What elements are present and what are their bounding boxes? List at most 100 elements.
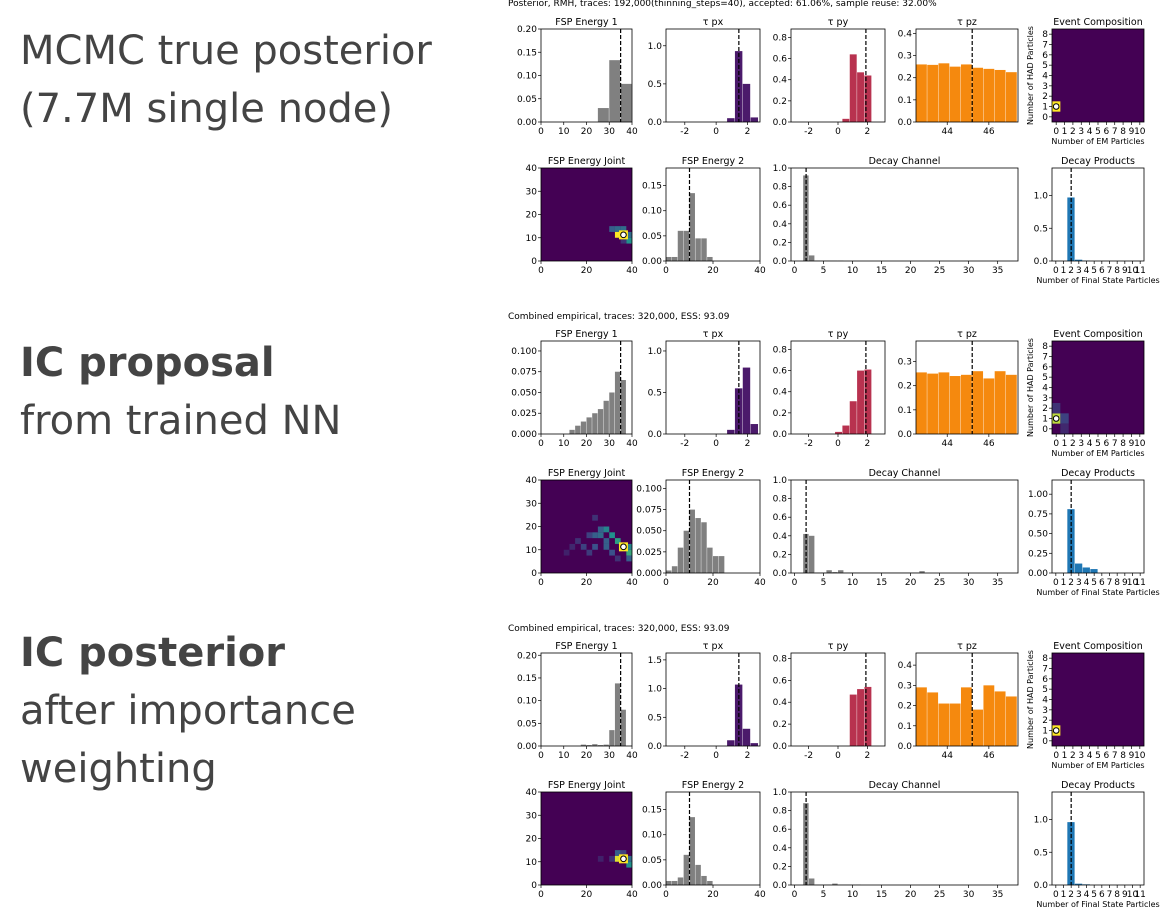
y-tick-label: 0.0 — [648, 430, 663, 440]
x-tick-label: 7 — [1112, 439, 1118, 449]
y-tick-label: 0.4 — [773, 220, 788, 230]
y-tick-label: 0.20 — [517, 651, 537, 661]
panel-title: FSP Energy 2 — [682, 156, 744, 167]
y-tick-label: 1.0 — [773, 476, 788, 486]
histogram-bar — [808, 878, 815, 885]
x-tick-label: 25 — [934, 578, 945, 588]
histogram-bar — [750, 117, 759, 122]
x-tick-label: 5 — [821, 578, 827, 588]
y-tick-label: 0.10 — [517, 72, 537, 82]
panel-title: τ py — [828, 17, 849, 28]
x-tick-label: 5 — [1095, 751, 1101, 761]
x-axis-label: Number of Final State Particles — [1036, 276, 1159, 285]
axes-frame — [790, 791, 1019, 886]
x-tick-label: 35 — [992, 890, 1003, 900]
panel-title: τ px — [703, 329, 724, 340]
histogram-bar — [938, 372, 950, 434]
x-tick-label: 2 — [745, 439, 751, 449]
histogram-bar — [742, 728, 751, 746]
panel-title: τ px — [703, 641, 724, 652]
x-tick-label: 0 — [538, 751, 544, 761]
x-tick-label: 0 — [835, 751, 841, 761]
x-tick-label: 20 — [905, 890, 917, 900]
y-tick-label: 0.2 — [898, 74, 912, 84]
y-tick-label: 1.0 — [648, 347, 663, 357]
histogram-bar — [586, 417, 592, 434]
y-tick-label: 0.05 — [642, 232, 662, 242]
histogram-bar — [994, 691, 1006, 746]
heatmap-cell — [609, 855, 615, 862]
heatmap-cell — [592, 532, 598, 539]
x-tick-label: 46 — [983, 127, 995, 137]
y-tick-label: 0.025 — [636, 548, 662, 558]
y-axis-label: Number of HAD Particles — [1026, 650, 1035, 749]
histogram-bar — [609, 392, 615, 434]
x-tick-label: 0 — [1053, 127, 1059, 137]
heatmap-background — [1052, 29, 1144, 122]
y-tick-label: 0.8 — [773, 807, 788, 817]
histogram-bar — [1005, 72, 1017, 122]
x-tick-label: -2 — [680, 751, 689, 761]
row-label-line: after importance — [20, 688, 356, 734]
x-tick-label: 9 — [1122, 890, 1128, 900]
y-tick-label: 1.0 — [648, 685, 663, 695]
y-tick-label: 8 — [1042, 654, 1048, 664]
x-tick-label: 10 — [1127, 890, 1139, 900]
axes-frame — [915, 340, 1019, 435]
y-tick-label: 0.00 — [517, 742, 537, 752]
histogram-bar — [586, 745, 592, 746]
y-tick-label: 0.4 — [898, 661, 913, 671]
histogram-bar — [803, 803, 809, 885]
y-tick-label: 0.5 — [648, 388, 662, 398]
histogram-bar — [689, 817, 695, 885]
figure-caption: Posterior, RMH, traces: 192,000(thinning… — [508, 0, 937, 9]
row-label-line: weighting — [20, 746, 217, 792]
row-label-line: (7.7M single node) — [20, 86, 394, 132]
x-tick-label: 0 — [1053, 751, 1059, 761]
y-tick-label: 0.6 — [773, 55, 788, 65]
y-tick-label: 0.5 — [648, 713, 662, 723]
y-tick-label: 0.5 — [1034, 848, 1048, 858]
histogram-bar — [864, 75, 872, 122]
y-tick-label: 7 — [1042, 353, 1048, 363]
y-tick-label: 0.10 — [642, 207, 662, 217]
y-tick-label: 1.5 — [648, 656, 662, 666]
axes-frame — [665, 791, 761, 886]
y-tick-label: 0.025 — [511, 409, 537, 419]
x-tick-label: 30 — [963, 890, 975, 900]
x-tick-label: 0 — [835, 127, 841, 137]
y-tick-label: 0.0 — [773, 257, 788, 267]
y-tick-label: 0.00 — [1028, 569, 1048, 579]
histogram-bar — [960, 64, 972, 122]
x-tick-label: 0 — [1053, 578, 1059, 588]
histogram-bar — [857, 689, 865, 746]
x-tick-label: 35 — [992, 578, 1003, 588]
y-tick-label: 2 — [1042, 92, 1048, 102]
x-tick-label: 10 — [558, 127, 570, 137]
histogram-bar — [695, 518, 701, 573]
x-tick-label: -2 — [804, 439, 813, 449]
y-tick-label: 0.3 — [898, 681, 912, 691]
histogram-bar — [994, 69, 1006, 122]
y-tick-label: 0.8 — [773, 345, 788, 355]
panel-title: FSP Energy 1 — [555, 329, 617, 340]
histogram-bar — [695, 864, 701, 885]
y-tick-label: 3 — [1042, 82, 1048, 92]
histogram-bar — [1075, 563, 1083, 573]
histogram-bar — [972, 67, 984, 122]
x-tick-label: 10 — [558, 439, 570, 449]
histogram-bar — [916, 687, 927, 746]
x-tick-label: 30 — [604, 751, 616, 761]
y-tick-label: 0.3 — [898, 358, 912, 368]
heatmap-cell — [626, 549, 632, 556]
y-tick-label: 0.20 — [517, 25, 537, 35]
x-tick-label: 40 — [626, 266, 638, 276]
histogram-bar — [949, 703, 961, 746]
panel-title: FSP Energy 2 — [682, 468, 744, 479]
y-tick-label: 7 — [1042, 665, 1048, 675]
heatmap-cell — [620, 237, 627, 244]
heatmap-cell — [626, 237, 632, 244]
panel-title: FSP Energy 2 — [682, 780, 744, 791]
x-tick-label: 2 — [745, 127, 751, 137]
y-tick-label: 0.2 — [773, 97, 787, 107]
